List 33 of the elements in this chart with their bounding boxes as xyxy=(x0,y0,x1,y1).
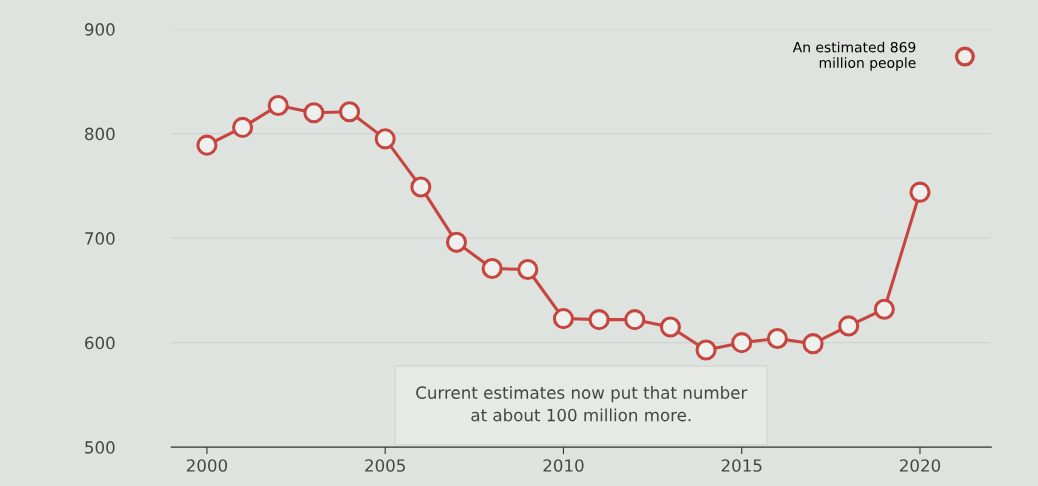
point xyxy=(338,101,361,123)
point xyxy=(873,298,895,320)
point xyxy=(838,315,860,337)
point xyxy=(196,134,218,156)
x-tick-label: 2005 xyxy=(365,459,405,472)
point xyxy=(481,257,503,279)
point xyxy=(410,176,432,198)
point xyxy=(695,339,717,361)
point xyxy=(731,332,753,354)
point xyxy=(552,308,575,330)
point xyxy=(588,309,610,331)
y-tick-label: 600 xyxy=(85,336,115,350)
point xyxy=(445,231,468,253)
point xyxy=(659,316,681,338)
x-tick-label: 2000 xyxy=(186,459,228,472)
point xyxy=(303,102,325,124)
point xyxy=(766,327,788,350)
point xyxy=(624,309,646,331)
annotation: Current estimates now put that number at about 100 million more. xyxy=(416,386,748,422)
x-tick-label: 2010 xyxy=(543,459,584,472)
y-tick-label: 500 xyxy=(85,441,115,454)
y-tick-label: 900 xyxy=(84,23,115,36)
point xyxy=(374,128,396,150)
x-tick-label: 2020 xyxy=(900,459,941,472)
y-tick-label: 800 xyxy=(85,127,115,141)
y-tick-label: 700 xyxy=(85,232,115,245)
point xyxy=(232,116,254,138)
point xyxy=(267,94,289,116)
x-tick-label: 2015 xyxy=(721,459,762,472)
text: An estimated 869 million people xyxy=(792,41,916,71)
point xyxy=(802,333,824,355)
point xyxy=(909,181,931,203)
point xyxy=(517,258,539,281)
